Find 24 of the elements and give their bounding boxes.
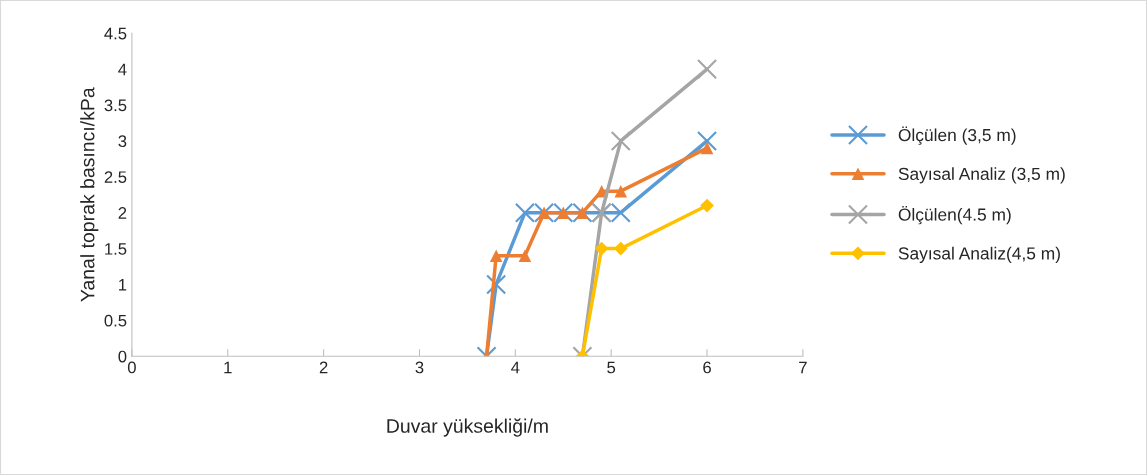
y-axis-title: Yanal toprak basıncı/kPa <box>80 87 99 302</box>
y-tick-label: 1 <box>119 279 127 291</box>
x-tick-label: 3 <box>415 361 424 374</box>
y-tick-label: 3.5 <box>104 99 127 112</box>
legend-label: Sayısal Analiz (3,5 m) <box>898 167 1065 184</box>
x-axis-title: Duvar yüksekliği/m <box>387 418 548 437</box>
y-tick-label: 1.5 <box>105 243 127 255</box>
x-tick-label: 1 <box>224 361 232 374</box>
x-tick-label: 5 <box>607 361 616 374</box>
y-tick-label: 4 <box>118 63 127 76</box>
y-tick-label: 0.5 <box>104 314 127 327</box>
y-tick-label: 3 <box>118 135 127 148</box>
legend-label: Sayısal Analiz(4,5 m) <box>898 246 1060 263</box>
y-tick-label: 0 <box>118 350 127 363</box>
legend-label: Ölçülen(4.5 m) <box>898 206 1011 225</box>
x-tick-label: 6 <box>703 361 711 374</box>
x-tick-label: 4 <box>511 361 520 374</box>
x-tick-label: 2 <box>319 361 328 374</box>
y-tick-label: 4.5 <box>104 27 127 40</box>
legend-label: Ölçülen (3,5 m) <box>898 126 1016 145</box>
x-tick-label: 7 <box>799 361 807 374</box>
y-tick-label: 2 <box>118 207 127 219</box>
x-tick-label: 0 <box>127 361 136 374</box>
y-tick-label: 2.5 <box>104 171 127 184</box>
